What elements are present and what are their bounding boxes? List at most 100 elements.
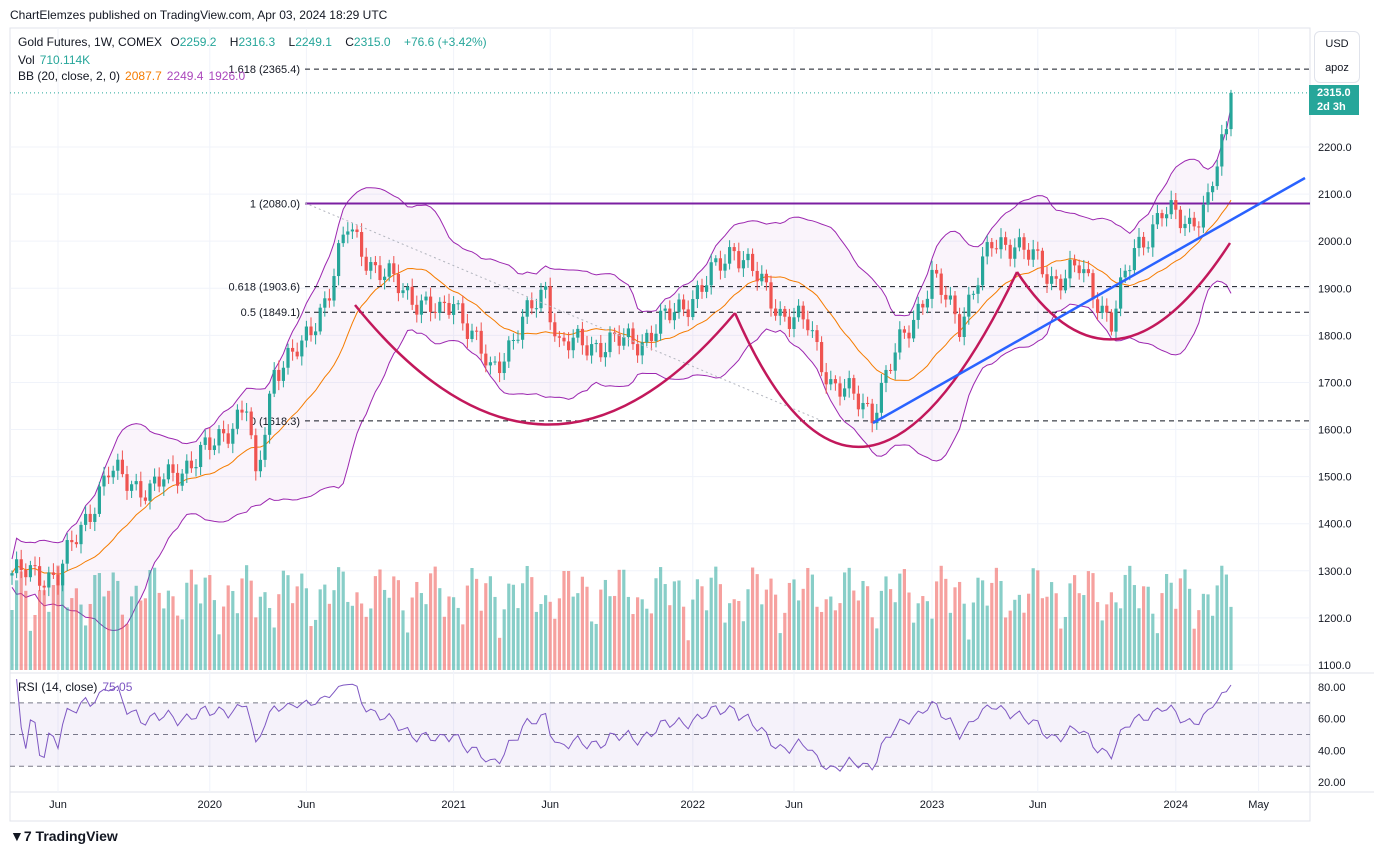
cup-right-arc[interactable] <box>1015 242 1232 341</box>
candle-body <box>1169 200 1173 215</box>
candle-body <box>801 305 805 320</box>
volume-bar <box>764 589 768 670</box>
candle-body <box>387 263 391 277</box>
bb-lower-value: 1926.0 <box>208 69 246 83</box>
candle-body <box>442 301 446 304</box>
volume-bar <box>1197 610 1201 670</box>
volume-bar <box>93 575 97 670</box>
volume-bar <box>1105 604 1109 670</box>
candle-body <box>286 347 290 368</box>
volume-bar <box>332 590 336 670</box>
volume-bar <box>723 622 727 670</box>
candle-body <box>231 428 235 444</box>
blue-trendline[interactable] <box>872 176 1306 425</box>
volume-bar <box>33 614 37 670</box>
candle-body <box>1192 217 1196 227</box>
candle-body <box>902 329 906 333</box>
candle-body <box>199 444 203 468</box>
candle-body <box>852 378 856 394</box>
volume-bar <box>235 613 239 670</box>
close-value: 2315.0 <box>353 35 391 49</box>
bb-label[interactable]: BB (20, close, 2, 0) <box>18 69 121 83</box>
volume-bar <box>548 601 552 670</box>
volume-bar <box>741 621 745 670</box>
volume-bar <box>889 589 893 670</box>
candle-body <box>74 542 78 545</box>
candle-body <box>585 345 589 356</box>
candle-body <box>341 234 345 244</box>
candle-body <box>493 361 497 363</box>
candle-body <box>833 379 837 384</box>
volume-bar <box>1077 593 1081 670</box>
candle-body <box>1022 237 1026 250</box>
volume-bar <box>746 589 750 670</box>
high-label: H <box>229 35 239 49</box>
vol-label[interactable]: Vol <box>18 53 35 67</box>
candle-body <box>820 342 824 373</box>
candle-body <box>861 402 865 410</box>
time-tick-label: 2024 <box>1164 799 1188 811</box>
time-tick-label: 2021 <box>441 799 465 811</box>
candle-body <box>898 329 902 353</box>
candle-body <box>1004 237 1008 245</box>
head-arc[interactable] <box>733 271 1019 449</box>
volume-bar <box>1040 598 1044 670</box>
volume-bar <box>815 606 819 670</box>
candle-body <box>79 524 83 545</box>
volume-bar <box>433 566 437 670</box>
volume-bar <box>576 593 580 670</box>
volume-bar <box>378 569 382 670</box>
tradingview-logo[interactable]: ▼7 TradingView <box>10 828 118 844</box>
volume-bar <box>879 590 883 670</box>
time-tick-label: Jun <box>541 799 559 811</box>
time-tick-label: Jun <box>49 799 67 811</box>
candle-body <box>810 330 814 332</box>
volume-bar <box>916 603 920 670</box>
volume-bar <box>778 633 782 670</box>
rsi-label[interactable]: RSI (14, close) <box>18 680 98 694</box>
volume-bar <box>70 598 74 670</box>
candle-body <box>792 317 796 329</box>
volume-bar <box>1188 588 1192 670</box>
volume-bar <box>521 583 525 670</box>
volume-bar <box>544 595 548 670</box>
volume-bar <box>369 608 373 670</box>
drawings[interactable] <box>304 176 1306 449</box>
volume-bar <box>769 578 773 670</box>
candle-body <box>958 314 962 338</box>
volume-bar <box>787 582 791 670</box>
volume-bar <box>470 568 474 670</box>
volume-bar <box>838 603 842 670</box>
volume-bar <box>1017 594 1021 670</box>
candle-body <box>594 342 598 345</box>
volume-bar <box>1082 595 1086 670</box>
candle-body <box>47 572 51 588</box>
volume-bar <box>208 575 212 670</box>
volume-bar <box>728 603 732 670</box>
cup-left-arc[interactable] <box>354 304 736 426</box>
fib-trend-line[interactable] <box>304 202 821 421</box>
volume-bar <box>898 573 902 670</box>
volume-bar <box>948 612 952 670</box>
candle-body <box>217 429 221 446</box>
candle-body <box>406 286 410 291</box>
volume-bar <box>125 623 129 670</box>
volume-bar <box>194 584 198 670</box>
volume-bar <box>912 622 916 670</box>
symbol-name[interactable]: Gold Futures, 1W, COMEX <box>18 35 163 49</box>
currency-unit-button[interactable]: USD apoz <box>1314 31 1360 83</box>
candle-body <box>498 361 502 374</box>
volume-bar <box>557 598 561 670</box>
volume-bar <box>875 628 879 670</box>
volume-bar <box>171 596 175 670</box>
volume-bar <box>254 617 258 670</box>
volume-bar <box>856 600 860 670</box>
candle-body <box>1045 274 1049 284</box>
volume-bar <box>47 611 51 670</box>
candle-body <box>134 481 138 485</box>
fib-level-label: 0.618 (1903.6) <box>228 282 300 294</box>
candle-body <box>1178 209 1182 229</box>
candle-body <box>649 332 653 342</box>
candle-body <box>470 330 474 339</box>
